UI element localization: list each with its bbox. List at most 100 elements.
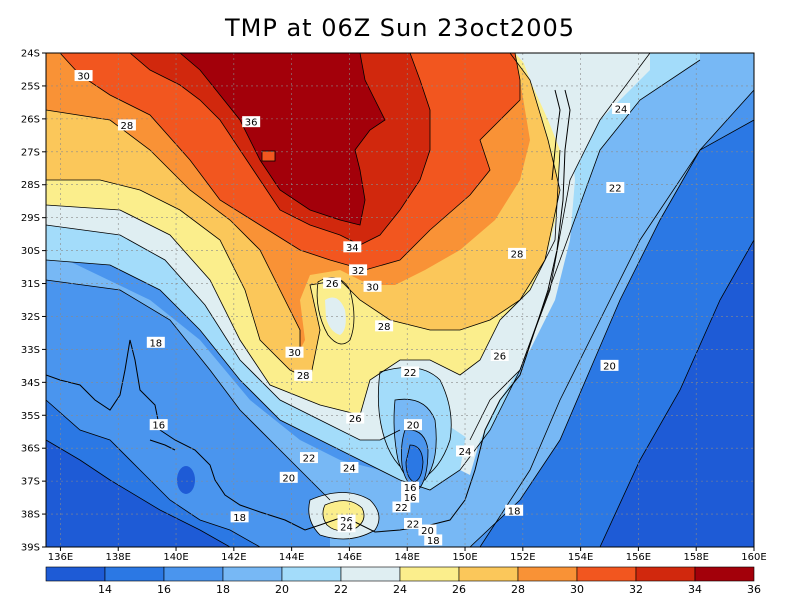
contour-label-bg bbox=[418, 524, 437, 536]
contour-label-bg bbox=[337, 514, 356, 526]
lon-tick-label: 148E bbox=[395, 552, 420, 563]
contour-label-bg bbox=[337, 521, 356, 533]
contour-label: 22 bbox=[303, 454, 316, 465]
lat-tick-label: 33S bbox=[21, 345, 40, 356]
lon-tick-label: 154E bbox=[568, 552, 593, 563]
colorbar-swatch bbox=[576, 566, 637, 582]
map-title: TMP at 06Z Sun 23oct2005 bbox=[224, 14, 575, 42]
contour-label-bg bbox=[401, 366, 420, 378]
contour-label: 30 bbox=[366, 282, 379, 293]
filled-contours bbox=[46, 53, 754, 547]
lon-tick-label: 140E bbox=[163, 552, 188, 563]
lat-tick-label: 30S bbox=[21, 246, 40, 257]
lon-tick-label: 144E bbox=[279, 552, 304, 563]
contour-label: 28 bbox=[297, 371, 310, 382]
contour-label-bg bbox=[363, 280, 382, 292]
contour-label-bg bbox=[505, 504, 524, 516]
contour-label: 18 bbox=[427, 536, 440, 547]
lon-tick-label: 142E bbox=[221, 552, 246, 563]
contour-label: 26 bbox=[493, 351, 506, 362]
colorbar-swatch bbox=[104, 566, 165, 582]
colorbar-swatch bbox=[694, 566, 755, 582]
contour-label: 28 bbox=[378, 322, 391, 333]
contour-label: 30 bbox=[288, 348, 301, 359]
colorbar-label: 32 bbox=[629, 583, 643, 596]
colorbar-label: 28 bbox=[511, 583, 525, 596]
colorbar-swatch bbox=[281, 566, 342, 582]
contour-label-bg bbox=[299, 452, 318, 464]
contour-label-bg bbox=[401, 491, 420, 503]
lat-tick-label: 36S bbox=[21, 444, 40, 455]
contour-label: 16 bbox=[404, 493, 417, 504]
contour-label: 30 bbox=[77, 72, 90, 83]
lon-tick-label: 152E bbox=[510, 552, 535, 563]
contour-label-bg bbox=[149, 419, 168, 431]
contour-label-bg bbox=[401, 481, 420, 493]
lon-tick-label: 156E bbox=[626, 552, 651, 563]
lat-tick-label: 32S bbox=[21, 312, 40, 323]
contour-label: 18 bbox=[233, 513, 246, 524]
contour-label: 26 bbox=[349, 414, 362, 425]
contour-label-bg bbox=[146, 336, 165, 348]
contour-label-bg bbox=[285, 346, 304, 358]
colorbar-label: 20 bbox=[275, 583, 289, 596]
lon-tick-label: 158E bbox=[684, 552, 709, 563]
colorbar-swatch bbox=[222, 566, 283, 582]
contour-label: 28 bbox=[511, 249, 524, 260]
contour-label: 36 bbox=[245, 118, 258, 129]
colorbar-swatch bbox=[340, 566, 401, 582]
contour-label: 18 bbox=[149, 338, 162, 349]
colorbar-swatch bbox=[45, 566, 106, 582]
contour-label-bg bbox=[117, 119, 136, 131]
contour-label: 24 bbox=[340, 523, 353, 534]
lat-tick-label: 27S bbox=[21, 147, 40, 158]
map-frame bbox=[45, 52, 755, 548]
colorbar-label: 14 bbox=[98, 583, 112, 596]
contour-label-bg bbox=[340, 461, 359, 473]
grid-lines bbox=[46, 53, 754, 547]
contour-label: 22 bbox=[404, 368, 417, 379]
contour-label-bg bbox=[294, 369, 313, 381]
contour-label-bg bbox=[343, 241, 362, 253]
colorbar-swatch bbox=[517, 566, 578, 582]
colorbar-label: 24 bbox=[393, 583, 407, 596]
contour-label: 24 bbox=[459, 447, 472, 458]
contour-label: 20 bbox=[282, 473, 295, 484]
lat-tick-label: 37S bbox=[21, 477, 40, 488]
contour-label: 34 bbox=[346, 243, 359, 254]
contour-label-bg bbox=[230, 511, 249, 523]
contour-label-bg bbox=[404, 419, 423, 431]
contour-label: 20 bbox=[603, 361, 616, 372]
lat-tick-label: 26S bbox=[21, 114, 40, 125]
colorbar-label: 30 bbox=[570, 583, 584, 596]
lat-tick-label: 38S bbox=[21, 510, 40, 521]
contour-label-bg bbox=[600, 359, 619, 371]
contour-label-bg bbox=[74, 70, 93, 82]
colorbar-label: 34 bbox=[688, 583, 702, 596]
colorbar-label: 26 bbox=[452, 583, 466, 596]
colorbar-label: 16 bbox=[157, 583, 171, 596]
colorbar: 14 16 18 20 22 24 26 28 30 32 34 36 bbox=[45, 566, 761, 596]
colorbar-swatch bbox=[458, 566, 519, 582]
contour-label-bg bbox=[375, 320, 394, 332]
longitude-axis: 136E 138E 140E 142E 144E 146E 148E 150E 152E 154E… bbox=[48, 547, 767, 563]
lon-tick-label: 138E bbox=[106, 552, 131, 563]
contour-label-bg bbox=[349, 264, 368, 276]
colorbar-swatch bbox=[635, 566, 696, 582]
contour-label-bg bbox=[490, 349, 509, 361]
contour-label: 16 bbox=[404, 483, 417, 494]
lat-tick-label: 39S bbox=[21, 543, 40, 554]
colorbar-label: 36 bbox=[747, 583, 761, 596]
lat-tick-label: 24S bbox=[21, 49, 40, 60]
contour-label-bg bbox=[456, 445, 475, 457]
colorbar-swatch bbox=[163, 566, 224, 582]
contour-label-bg bbox=[279, 471, 298, 483]
lat-tick-label: 28S bbox=[21, 180, 40, 191]
contour-label-bg bbox=[404, 517, 423, 529]
colorbar-label: 18 bbox=[216, 583, 230, 596]
contour-label-bg bbox=[392, 501, 411, 513]
contour-label: 32 bbox=[352, 266, 365, 277]
contour-label: 16 bbox=[152, 421, 165, 432]
contour-label-bg bbox=[612, 102, 631, 114]
